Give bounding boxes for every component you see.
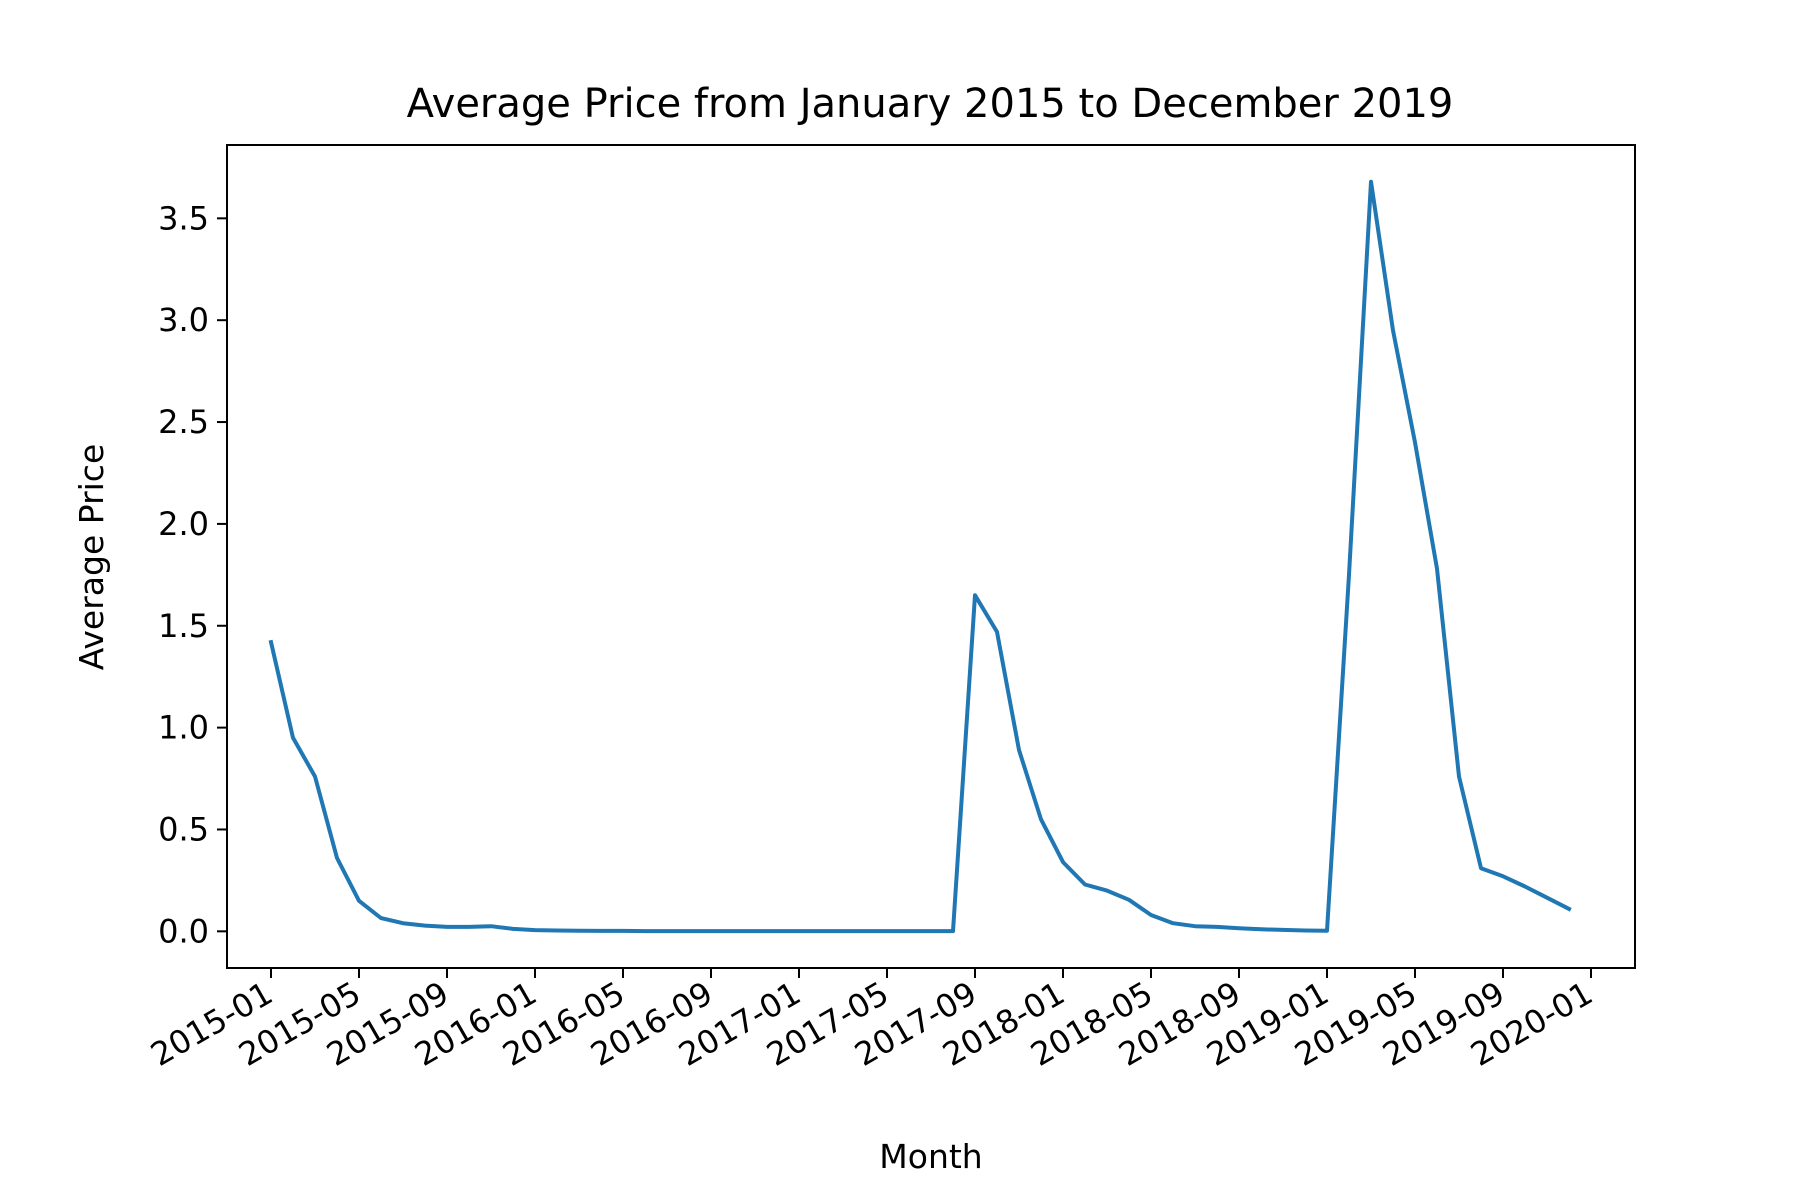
- y-tick-label: 1.0: [158, 709, 209, 747]
- y-tick-label: 1.5: [158, 607, 209, 645]
- y-tick-label: 2.5: [158, 403, 209, 441]
- x-axis-label: Month: [879, 1137, 982, 1176]
- plot-frame: [226, 144, 1636, 969]
- y-axis-label: Average Price: [72, 444, 111, 671]
- series-line: [268, 179, 1572, 934]
- y-tick-label: 3.5: [158, 199, 209, 237]
- y-tick-label: 2.0: [158, 505, 209, 543]
- chart-title: Average Price from January 2015 to Decem…: [407, 81, 1454, 127]
- y-tick-label: 3.0: [158, 301, 209, 339]
- y-axis-ticks: 0.0 0.5 1.0 1.5 2.0 2.5 3.0 3.5: [158, 199, 227, 950]
- y-tick-label: 0.0: [158, 912, 209, 950]
- y-tick-label: 0.5: [158, 810, 209, 848]
